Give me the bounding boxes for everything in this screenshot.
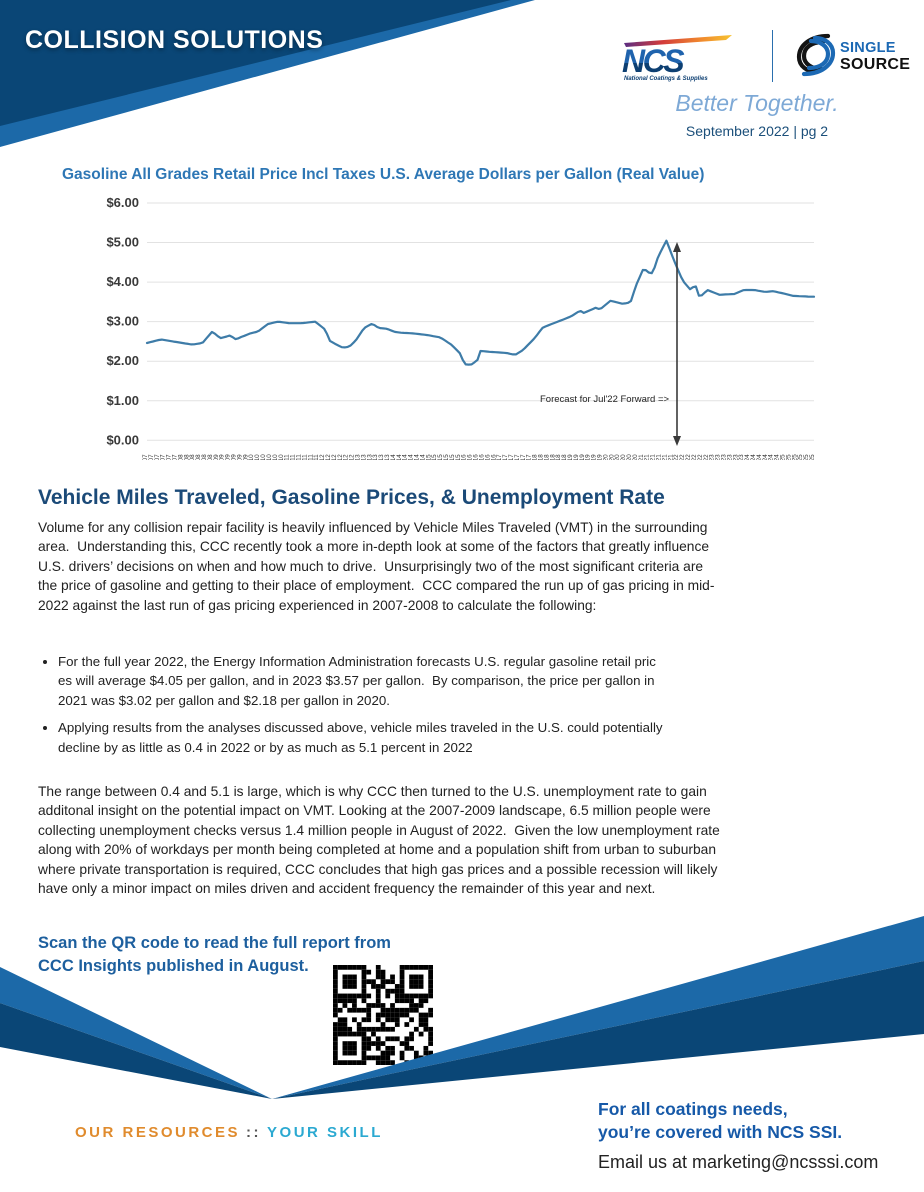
- svg-text:SINGLE: SINGLE: [840, 40, 896, 56]
- svg-text:$3.00: $3.00: [106, 314, 139, 329]
- svg-text:SOURCE: SOURCE: [840, 56, 910, 73]
- svg-text:$6.00: $6.00: [106, 195, 139, 210]
- svg-text:Nov-25: Nov-25: [809, 454, 816, 460]
- svg-text:$0.00: $0.00: [106, 432, 139, 447]
- svg-text:$1.00: $1.00: [106, 393, 139, 408]
- svg-text:$5.00: $5.00: [106, 235, 139, 250]
- svg-text:$2.00: $2.00: [106, 353, 139, 368]
- svg-text:National Coatings & Supplies: National Coatings & Supplies: [624, 76, 708, 82]
- svg-text:Forecast for Jul'22 Forward =>: Forecast for Jul'22 Forward =>: [540, 394, 670, 405]
- svg-text:$4.00: $4.00: [106, 274, 139, 289]
- svg-text:NCS: NCS: [622, 43, 685, 79]
